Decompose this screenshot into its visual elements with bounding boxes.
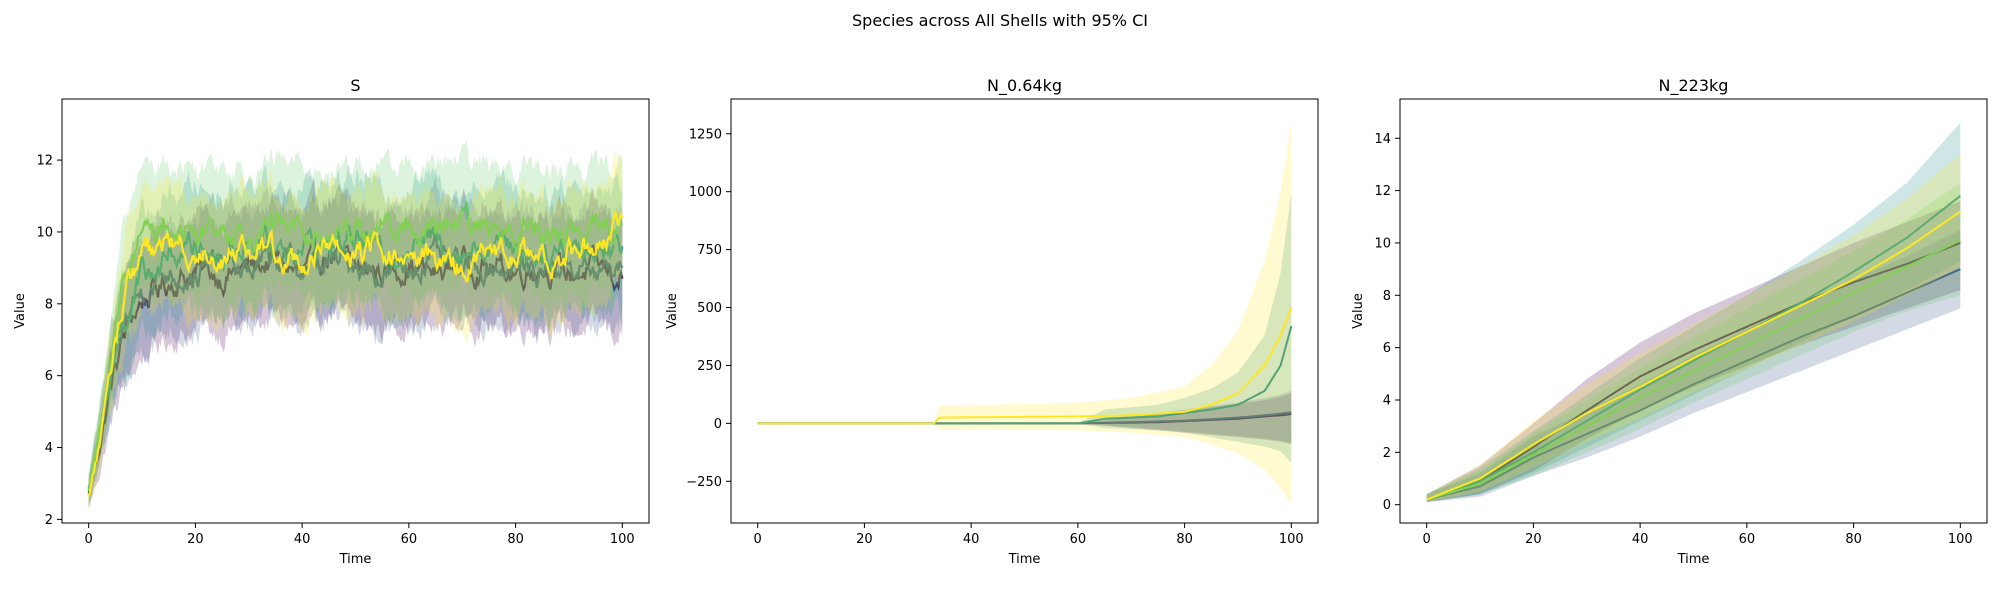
x-axis-label: Time (1008, 552, 1041, 567)
x-tick-label: 0 (1423, 532, 1431, 547)
ci-band-4 (1426, 182, 1961, 503)
y-tick-label: 12 (36, 154, 53, 169)
y-tick-label: 2 (45, 513, 53, 528)
y-tick-label: 0 (714, 417, 722, 432)
x-tick-label: 0 (754, 532, 762, 547)
y-axis-label: Value (13, 293, 28, 329)
y-tick-label: 2 (1383, 446, 1391, 461)
subplot-1: 0 20 40 60 80 100 2 4 6 8 10 12 S Time Value (13, 76, 650, 567)
x-tick-label: 20 (856, 532, 873, 547)
x-tick-label: 40 (963, 532, 980, 547)
x-tick-label: 60 (1070, 532, 1087, 547)
x-tick-label: 80 (1845, 532, 1862, 547)
ci-band-3 (88, 164, 623, 504)
ci-band-3 (1426, 122, 1961, 503)
axes-frame (61, 98, 650, 524)
x-axis-label: Time (339, 552, 372, 567)
plot-area (1426, 122, 1961, 503)
ci-band-3 (757, 191, 1292, 463)
x-tick-label: 100 (1279, 532, 1304, 547)
series-line-4 (87, 200, 624, 492)
x-tick-label: 100 (610, 532, 635, 547)
y-tick-label: 6 (45, 369, 53, 384)
x-tick-label: 0 (85, 532, 93, 547)
y-tick-label: 6 (1383, 341, 1391, 356)
x-tick-label: 60 (1739, 532, 1756, 547)
y-tick-label: 750 (697, 243, 722, 258)
y-tick-label: 8 (45, 297, 53, 312)
x-tick-label: 80 (507, 532, 524, 547)
figure-suptitle: Species across All Shells with 95% CI (852, 11, 1148, 30)
axes-frame (1399, 98, 1988, 524)
y-tick-label: 12 (1374, 184, 1391, 199)
subplot-title: S (350, 76, 360, 95)
x-tick-label: 100 (1948, 532, 1973, 547)
ci-band-1 (757, 393, 1292, 445)
y-tick-label: 10 (36, 225, 53, 240)
ci-band-4 (757, 122, 1292, 505)
plot-area (87, 140, 624, 512)
subplot-title: N_0.64kg (987, 76, 1062, 96)
subplot-3: 0 20 40 60 80 100 0 2 4 6 8 10 12 14 N_223kg Time Value (1351, 76, 1988, 567)
y-tick-label: 250 (697, 359, 722, 374)
y-axis-label: Value (665, 293, 680, 329)
x-axis-label: Time (1677, 552, 1710, 567)
series-line-5 (87, 211, 624, 497)
y-axis-label: Value (1351, 293, 1366, 329)
y-tick-label: 10 (1374, 236, 1391, 251)
series-line-4 (757, 307, 1293, 425)
subplot-2: 0 20 40 60 80 100 −250 0 250 500 750 1000 1250 N_0.64… (665, 76, 1319, 567)
y-tick-label: 4 (1383, 393, 1391, 408)
x-tick-label: 80 (1176, 532, 1193, 547)
y-tick-label: 500 (697, 301, 722, 316)
ci-band-2 (757, 390, 1292, 444)
series-line-4 (1426, 239, 1961, 501)
series-line-1 (87, 231, 624, 494)
y-tick-label: 1250 (689, 127, 722, 142)
series-line-2 (87, 233, 624, 491)
series-line-5 (1426, 210, 1961, 501)
y-tick-label: 14 (1374, 132, 1391, 147)
x-tick-label: 40 (1632, 532, 1649, 547)
y-tick-label: 8 (1383, 289, 1391, 304)
series-line-1 (1426, 242, 1961, 501)
y-tick-label: −250 (686, 475, 722, 490)
axes-frame (730, 98, 1319, 524)
x-tick-label: 20 (1525, 532, 1542, 547)
y-tick-label: 1000 (689, 185, 722, 200)
series-line-2 (1426, 268, 1961, 501)
ci-band-2 (1426, 229, 1961, 503)
ci-band-5 (1426, 154, 1961, 503)
y-tick-label: 0 (1383, 498, 1391, 513)
x-tick-label: 20 (187, 532, 204, 547)
subplot-title: N_223kg (1659, 76, 1729, 96)
series-line-3 (1426, 195, 1961, 501)
ci-band-1 (1426, 201, 1961, 503)
x-tick-label: 40 (294, 532, 311, 547)
plot-area (757, 122, 1293, 505)
y-tick-label: 4 (45, 441, 53, 456)
x-tick-label: 60 (401, 532, 418, 547)
ci-band-5 (88, 150, 623, 512)
